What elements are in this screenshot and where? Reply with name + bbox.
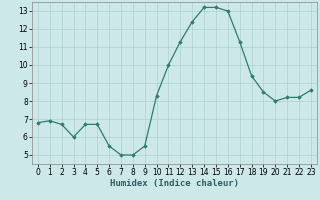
X-axis label: Humidex (Indice chaleur): Humidex (Indice chaleur): [110, 179, 239, 188]
